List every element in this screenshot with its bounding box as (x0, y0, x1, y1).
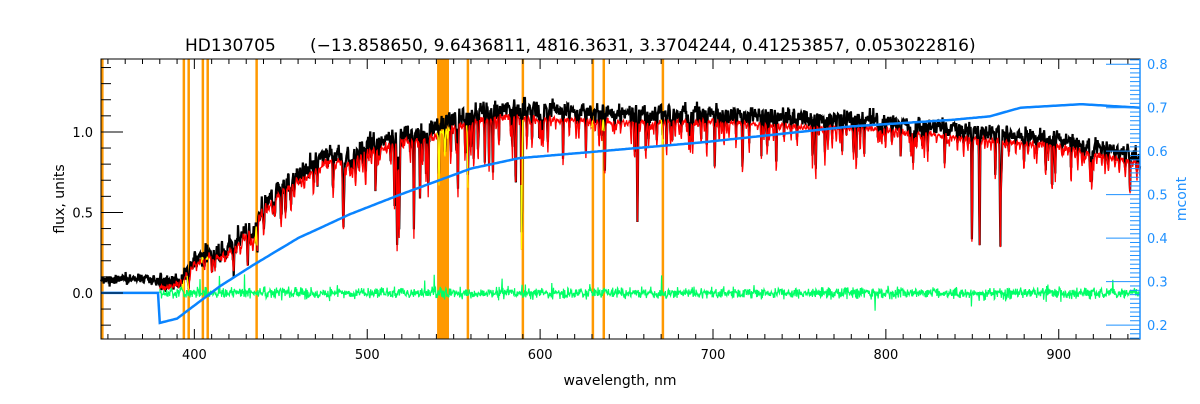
x-tick-label: 900 (1046, 348, 1071, 363)
model-masked-line (465, 125, 469, 188)
model-masked-line (590, 120, 594, 128)
axes: 400 500 600 700 800 900 0.0 0.5 1.0 0.2 0.3 0.4 0.5 0… (72, 58, 1167, 363)
y2-tick-label: 0.4 (1147, 232, 1168, 247)
series-layer (99, 96, 1142, 325)
model-masked-line (601, 119, 605, 132)
x-tick-label: 400 (182, 348, 207, 363)
x-tick-label: 600 (528, 348, 553, 363)
mask-region (661, 59, 665, 339)
y2-tick-label: 0.7 (1147, 102, 1168, 117)
masked-regions (101, 59, 665, 339)
x-tick-label: 500 (355, 348, 380, 363)
model-flux-line (159, 113, 1141, 292)
chart-title-object: HD130705 (185, 36, 276, 56)
model-masked-line (660, 119, 664, 146)
model-masked-line (186, 275, 190, 290)
y2-tick-label: 0.5 (1147, 189, 1168, 204)
y-axis-label: flux, units (52, 164, 68, 233)
mask-region (182, 59, 186, 339)
mask-region (201, 59, 205, 339)
mask-region (101, 59, 104, 339)
y-tick-label: 0.0 (72, 287, 93, 302)
mask-region (206, 59, 209, 339)
x-tick-label: 800 (873, 348, 898, 363)
residual-line (159, 274, 1141, 311)
x-tick-label: 700 (701, 348, 726, 363)
y-tick-label: 0.5 (72, 206, 93, 221)
model-masked-line (520, 119, 524, 250)
model-masked-line (205, 256, 209, 260)
mask-region (466, 59, 470, 339)
y-tick-label: 1.0 (72, 126, 93, 141)
model-masked-line (200, 256, 204, 264)
mask-region (591, 59, 595, 339)
y2-axis-label: mcont (1174, 176, 1190, 221)
y2-tick-label: 0.8 (1147, 58, 1168, 73)
mcont-line (101, 102, 1141, 325)
mask-region (437, 59, 450, 339)
mask-region (602, 59, 606, 339)
mask-region (187, 59, 190, 339)
model-masked-line (254, 226, 258, 246)
chart-title-params: (−13.858650, 9.6436811, 4816.3631, 3.370… (310, 36, 976, 56)
mask-region (255, 59, 258, 339)
y2-tick-label: 0.6 (1147, 145, 1168, 160)
x-axis-label: wavelength, nm (564, 373, 677, 389)
y2-tick-label: 0.3 (1147, 276, 1168, 291)
y2-tick-label: 0.2 (1147, 319, 1168, 334)
